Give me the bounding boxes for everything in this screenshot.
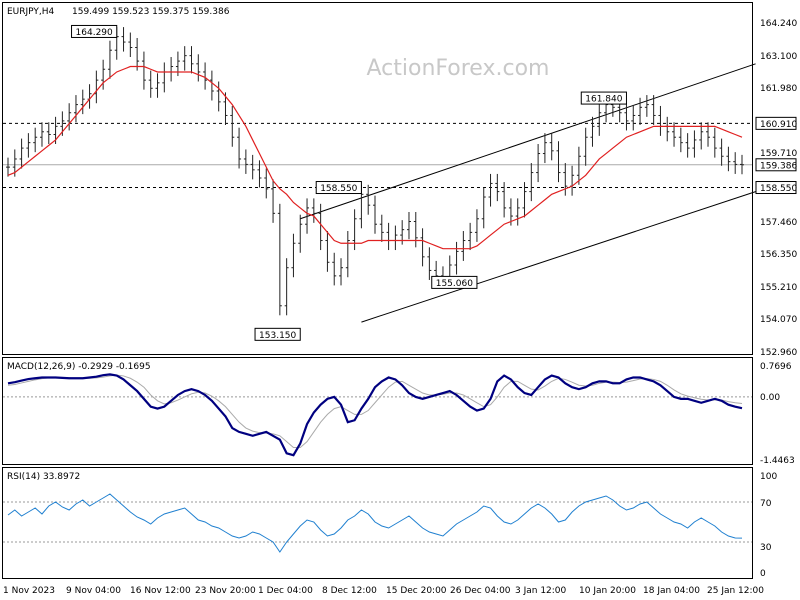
rsi-panel-title: RSI(14) 33.8972 bbox=[7, 472, 80, 482]
macd-panel-title: MACD(12,26,9) -0.2929 -0.1695 bbox=[7, 362, 151, 372]
x-tick-label: 25 Jan 12:00 bbox=[707, 586, 764, 596]
price-annotation: 153.150 bbox=[254, 327, 301, 341]
rsi-line bbox=[7, 493, 743, 553]
x-tick-label: 1 Nov 2023 bbox=[3, 586, 55, 596]
price-annotation: 155.060 bbox=[431, 275, 478, 289]
rsi-tick-label: 70 bbox=[760, 499, 772, 509]
macd-tick-label: 0.7696 bbox=[760, 362, 792, 372]
price-annotation: 164.290 bbox=[71, 24, 118, 38]
y-tick-label: 159.710 bbox=[760, 149, 797, 159]
annotation-label: 155.060 bbox=[436, 279, 473, 289]
price-annotation: 161.840 bbox=[580, 91, 627, 105]
ohlc-readout: 159.499 159.523 159.375 159.386 bbox=[72, 7, 230, 17]
macd-tick-label: -1.4463 bbox=[760, 456, 795, 466]
macd-plot bbox=[3, 373, 752, 457]
watermark: ActionForex.com bbox=[367, 56, 550, 81]
annotation-box bbox=[431, 275, 478, 289]
x-tick-label: 8 Dec 12:00 bbox=[322, 586, 377, 596]
y-tick-label: 163.100 bbox=[760, 52, 797, 62]
price-annotation: 158.550 bbox=[315, 181, 362, 195]
annotation-box bbox=[71, 24, 118, 38]
channel-trendline bbox=[300, 63, 756, 220]
x-tick-label: 26 Dec 04:00 bbox=[450, 586, 511, 596]
annotation-box bbox=[315, 181, 362, 195]
rsi-tick-label: 0 bbox=[760, 569, 766, 579]
price-axis-marker bbox=[755, 181, 797, 195]
annotation-box bbox=[580, 91, 627, 105]
y-tick-label: 157.460 bbox=[760, 218, 797, 228]
y-tick-label: 152.960 bbox=[760, 348, 797, 358]
x-tick-label: 23 Nov 20:00 bbox=[195, 586, 256, 596]
y-tick-label: 164.240 bbox=[760, 19, 797, 29]
x-tick-label: 18 Jan 04:00 bbox=[643, 586, 700, 596]
rsi-tick-label: 100 bbox=[760, 472, 777, 482]
price-axis-marker bbox=[755, 158, 797, 172]
macd-line bbox=[7, 373, 743, 457]
y-tick-label: 155.210 bbox=[760, 283, 797, 293]
moving-average-line bbox=[7, 65, 743, 250]
x-tick-label: 1 Dec 04:00 bbox=[258, 586, 313, 596]
x-tick-label: 15 Dec 20:00 bbox=[386, 586, 447, 596]
channel-trendline bbox=[361, 191, 756, 323]
rsi-tick-label: 30 bbox=[760, 543, 772, 553]
price-axis-marker-label: 158.550 bbox=[760, 184, 797, 194]
annotation-label: 153.150 bbox=[259, 331, 296, 341]
y-tick-label: 156.350 bbox=[760, 250, 797, 260]
price-plot: 164.290 153.150 158.550 155.060 161.840 160.9… bbox=[3, 24, 797, 341]
annotation-label: 158.550 bbox=[320, 184, 357, 194]
annotation-label: 161.840 bbox=[585, 95, 622, 105]
price-axis-marker-label: 159.386 bbox=[760, 161, 797, 171]
price-axis-marker-label: 160.910 bbox=[760, 120, 797, 130]
price-panel bbox=[2, 2, 753, 355]
x-tick-label: 9 Nov 04:00 bbox=[66, 586, 121, 596]
price-y-axis: 164.240 163.100 161.980 159.710 157.460 … bbox=[760, 19, 797, 358]
x-tick-label: 3 Jan 12:00 bbox=[515, 586, 567, 596]
y-tick-label: 161.980 bbox=[760, 84, 797, 94]
x-tick-label: 10 Jan 20:00 bbox=[579, 586, 636, 596]
macd-tick-label: 0.00 bbox=[760, 393, 780, 403]
price-panel-title: EURJPY,H4 bbox=[7, 7, 55, 17]
price-axis-marker bbox=[755, 116, 797, 130]
x-axis: 1 Nov 2023 9 Nov 04:00 16 Nov 12:00 23 N… bbox=[3, 586, 764, 596]
annotation-label: 164.290 bbox=[76, 28, 113, 38]
annotation-box bbox=[254, 327, 301, 341]
macd-panel bbox=[2, 357, 753, 465]
x-tick-label: 16 Nov 12:00 bbox=[130, 586, 191, 596]
rsi-plot bbox=[3, 493, 752, 553]
y-tick-label: 154.070 bbox=[760, 315, 797, 325]
